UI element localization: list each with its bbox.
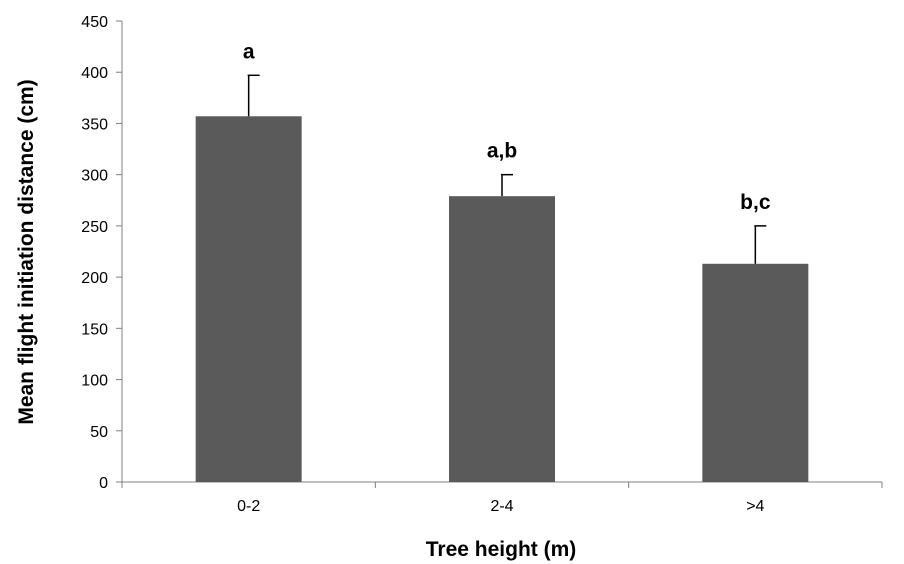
bar	[449, 196, 555, 482]
x-tick-label: 2-4	[490, 498, 513, 515]
error-bars	[247, 74, 767, 264]
y-tick-label: 200	[81, 270, 108, 287]
significance-label: a,b	[487, 140, 517, 163]
x-tick-label: >4	[746, 498, 764, 515]
x-axis-title: Tree height (m)	[426, 538, 577, 561]
y-axis-title: Mean flight initiation distance (cm)	[15, 79, 38, 424]
y-tick-label: 400	[81, 65, 108, 82]
y-tick-label: 450	[81, 14, 108, 31]
y-tick-label: 150	[81, 321, 108, 338]
y-tick-label: 300	[81, 168, 108, 185]
x-axis: 0-2 2-4 >4	[121, 481, 883, 515]
y-tick-label: 350	[81, 116, 108, 133]
bar	[195, 116, 302, 483]
significance-labels: a a,b b,c	[243, 40, 771, 214]
y-axis: 0 50 100 150 200 250 300 350 400 450	[81, 14, 123, 492]
y-tick-label: 100	[81, 373, 108, 390]
x-tick-label: 0-2	[237, 498, 260, 515]
bars	[195, 116, 809, 483]
significance-label: a	[243, 40, 255, 63]
bar	[702, 263, 809, 482]
significance-label: b,c	[740, 191, 771, 214]
y-tick-label: 0	[99, 475, 108, 492]
y-tick-label: 250	[81, 219, 108, 236]
y-tick-label: 50	[90, 424, 108, 441]
